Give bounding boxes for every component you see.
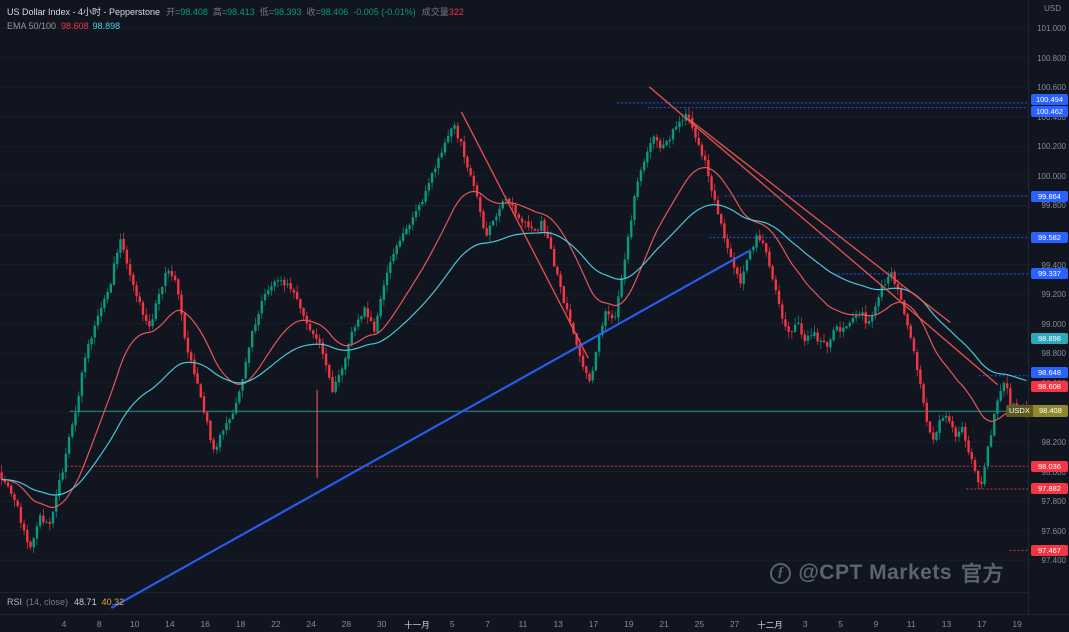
price-tick-label: 97.600 xyxy=(1041,526,1066,536)
time-tick-label: 19 xyxy=(1012,619,1022,629)
time-tick-label: 9 xyxy=(873,619,879,629)
time-tick-label: 13 xyxy=(941,619,952,629)
legend-row-ema[interactable]: EMA 50/100 98.608 98.898 xyxy=(7,19,464,33)
price-level-badge: 98.608 xyxy=(1031,381,1068,393)
time-tick-label: 7 xyxy=(485,619,490,629)
time-tick-label: 21 xyxy=(659,619,669,629)
time-tick-label: 19 xyxy=(624,619,634,629)
price-tick-label: 100.200 xyxy=(1037,142,1066,152)
ohlc-token: 收=98.406 xyxy=(306,7,349,17)
price-tick-label: 100.800 xyxy=(1037,53,1066,63)
time-tick-label: 10 xyxy=(129,619,140,629)
watermark-handle: @CPT Markets xyxy=(798,561,952,584)
time-tick-label: 22 xyxy=(271,619,281,629)
price-tick-label: 99.000 xyxy=(1041,319,1066,329)
price-tick-label: 101.000 xyxy=(1037,24,1066,34)
price-tick-label: 98.800 xyxy=(1041,349,1066,359)
time-tick-label: 4 xyxy=(61,619,67,629)
ema100-value: 98.898 xyxy=(92,21,121,31)
price-tick-label: 99.200 xyxy=(1041,290,1066,300)
price-level-badge: 98.036 xyxy=(1031,460,1068,472)
price-level-badge: 98.898 xyxy=(1031,333,1068,345)
cpt-markets-logo-icon: ƒ xyxy=(770,562,792,584)
time-tick-label: 25 xyxy=(694,619,705,629)
time-tick-label: 27 xyxy=(729,619,740,629)
legend-row-symbol: US Dollar Index - 4小时 - Pepperstone 开=98.… xyxy=(7,5,464,19)
volume-label: 成交量 xyxy=(421,7,449,17)
time-tick-label: 十一月 xyxy=(404,620,430,630)
time-tick-label: 24 xyxy=(306,619,316,629)
price-level-badge: 99.337 xyxy=(1031,268,1068,280)
time-tick-label: 17 xyxy=(588,619,599,629)
candlestick-canvas[interactable] xyxy=(0,0,1028,612)
price-level-badge: 100.494 xyxy=(1031,94,1068,106)
time-tick-label: 5 xyxy=(838,619,843,629)
currency-label: USD xyxy=(1044,4,1061,13)
time-tick-label: 17 xyxy=(977,619,987,629)
time-tick-label: 11 xyxy=(518,619,528,629)
last-price-badge: USDX 98.408 xyxy=(1006,405,1068,418)
change-value: -0.005 (-0.01%) xyxy=(353,7,416,17)
watermark: ƒ @CPT Markets 官方 xyxy=(770,558,1004,588)
rsi-params: (14, close) xyxy=(26,597,69,607)
price-tick-label: 100.000 xyxy=(1037,171,1066,181)
price-tick-label: 100.400 xyxy=(1037,112,1066,122)
time-tick-label: 28 xyxy=(341,619,352,629)
price-axis[interactable]: USD 101.000 100.800 100.600 100.400 100.200 1… xyxy=(1006,0,1069,614)
time-tick-label: 14 xyxy=(165,619,175,629)
price-level-badge: 99.864 xyxy=(1031,190,1068,202)
price-level-badge: 99.582 xyxy=(1031,232,1068,244)
ohlc-token: 低=98.393 xyxy=(259,7,302,17)
price-tick-label: 97.400 xyxy=(1041,556,1066,566)
symbol-title[interactable]: US Dollar Index - 4小时 - Pepperstone xyxy=(7,7,161,17)
time-tick-label: 3 xyxy=(802,619,808,629)
ema50-value: 98.608 xyxy=(61,21,89,31)
price-level-badge: 100.462 xyxy=(1031,106,1068,118)
price-tick-label: 97.800 xyxy=(1041,497,1066,507)
price-chart-pane[interactable]: US Dollar Index - 4小时 - Pepperstone 开=98.… xyxy=(0,0,1028,614)
watermark-suffix: 官方 xyxy=(961,563,1004,586)
ema-indicator-label: EMA 50/100 xyxy=(7,21,57,31)
rsi-legend[interactable]: RSI (14, close) 48.71 40.32 xyxy=(0,592,1028,614)
time-tick-label: 5 xyxy=(449,619,455,629)
symbol-legend[interactable]: US Dollar Index - 4小时 - Pepperstone 开=98.… xyxy=(7,5,464,33)
price-tick-label: 100.600 xyxy=(1037,83,1066,93)
price-tick-label: 99.400 xyxy=(1041,260,1066,270)
rsi-value: 48.71 xyxy=(74,597,97,607)
price-tick-label: 98.200 xyxy=(1041,437,1066,447)
time-tick-label: 30 xyxy=(376,619,387,629)
time-axis[interactable]: 4 8 10 14 16 18 22 24 28 30 十一月 5 7 11 13 17 19 21 25 27 十二月… xyxy=(0,614,1069,632)
rsi-indicator-label: RSI xyxy=(7,597,23,607)
ohlc-token: 高=98.413 xyxy=(212,7,255,17)
price-level-badge: 98.648 xyxy=(1031,367,1068,379)
time-tick-label: 16 xyxy=(200,619,210,629)
volume-value: 322 xyxy=(448,7,464,17)
rsi-signal-value: 40.32 xyxy=(101,597,125,607)
time-tick-label: 18 xyxy=(235,619,246,629)
ohlc-values: 开=98.408 高=98.413 低=98.393 收=98.406 xyxy=(166,7,353,17)
time-tick-label: 13 xyxy=(553,619,563,629)
time-tick-label: 8 xyxy=(96,619,102,629)
price-tick-label: 99.800 xyxy=(1041,201,1066,211)
price-tick-label: 98.000 xyxy=(1041,467,1066,477)
price-level-badge: 97.882 xyxy=(1031,483,1068,495)
price-level-badge: 97.467 xyxy=(1031,544,1068,556)
ohlc-token: 开=98.408 xyxy=(166,7,208,17)
time-tick-label: 11 xyxy=(906,619,916,629)
time-tick-label: 十二月 xyxy=(757,620,783,630)
